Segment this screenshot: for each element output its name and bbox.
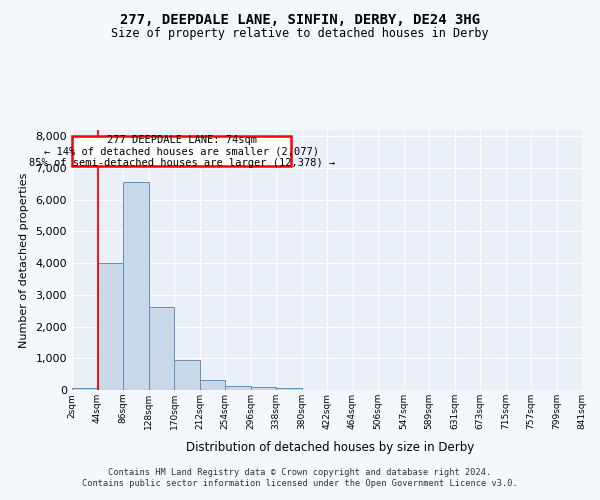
Y-axis label: Number of detached properties: Number of detached properties xyxy=(19,172,29,348)
Bar xyxy=(199,380,225,390)
Bar xyxy=(97,263,123,390)
Text: Contains HM Land Registry data © Crown copyright and database right 2024.
Contai: Contains HM Land Registry data © Crown c… xyxy=(82,468,518,487)
Text: 277, DEEPDALE LANE, SINFIN, DERBY, DE24 3HG: 277, DEEPDALE LANE, SINFIN, DERBY, DE24 … xyxy=(120,12,480,26)
Text: Size of property relative to detached houses in Derby: Size of property relative to detached ho… xyxy=(111,28,489,40)
Bar xyxy=(72,388,97,390)
Bar xyxy=(225,386,251,390)
Bar xyxy=(251,387,276,390)
Bar xyxy=(123,182,149,390)
Bar xyxy=(149,307,174,390)
Text: Distribution of detached houses by size in Derby: Distribution of detached houses by size … xyxy=(186,441,474,454)
Bar xyxy=(174,360,199,390)
Bar xyxy=(276,388,302,390)
FancyBboxPatch shape xyxy=(72,136,291,166)
Text: 277 DEEPDALE LANE: 74sqm
← 14% of detached houses are smaller (2,077)
85% of sem: 277 DEEPDALE LANE: 74sqm ← 14% of detach… xyxy=(29,135,335,168)
